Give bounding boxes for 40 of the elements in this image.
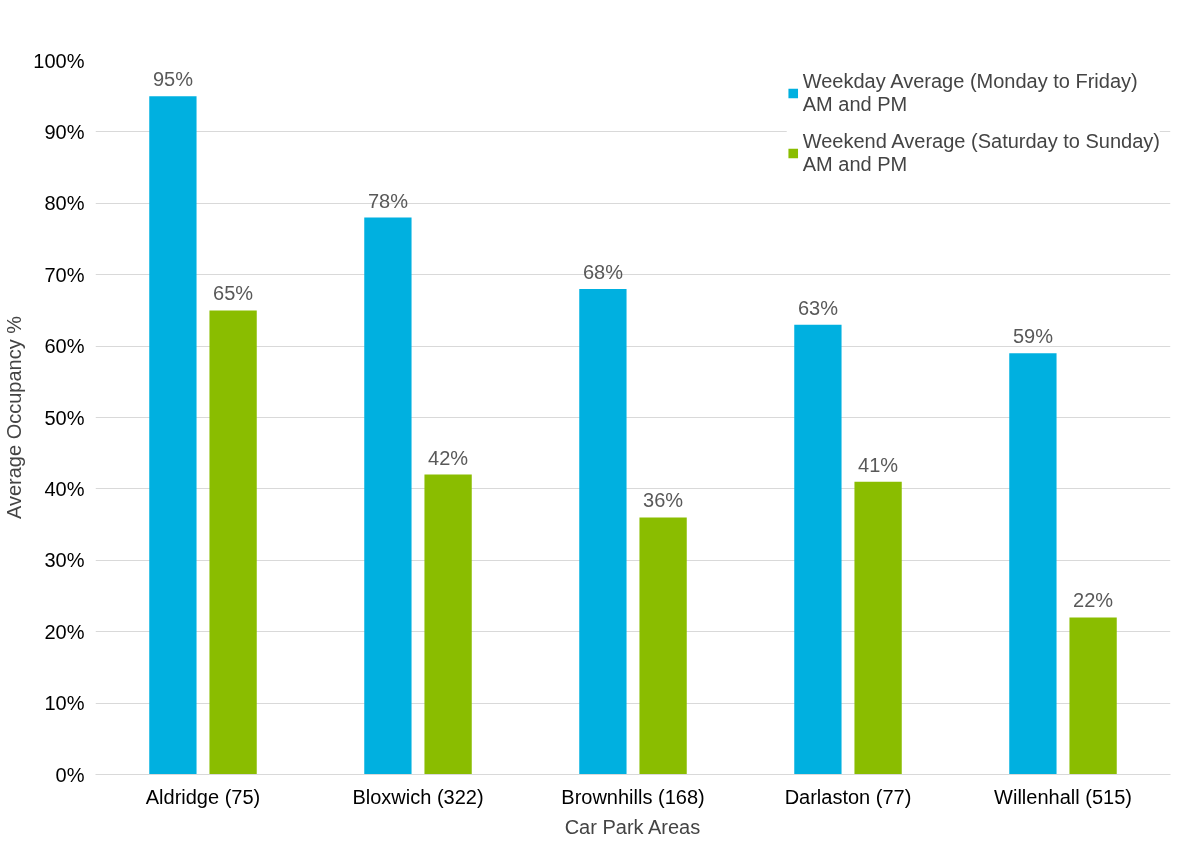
bar: [364, 217, 412, 775]
y-tick-label: 100%: [33, 49, 85, 72]
data-label: 63%: [797, 296, 839, 319]
data-label: 68%: [582, 260, 624, 283]
y-tick-label: 30%: [44, 549, 85, 572]
bar: [149, 96, 197, 775]
bar: [424, 474, 472, 775]
bar: [1009, 353, 1057, 775]
data-label: 65%: [213, 282, 254, 305]
y-tick-label: 20%: [44, 620, 85, 643]
y-tick-label: 10%: [44, 692, 85, 715]
bar: [639, 517, 687, 775]
x-tick-label: Darlaston (77): [784, 785, 912, 808]
data-label: 42%: [428, 446, 469, 469]
x-tick-label: Willenhall (515): [994, 785, 1132, 808]
x-tick-label: Bloxwich (322): [352, 785, 484, 808]
bar: [1069, 617, 1117, 775]
x-tick-label: Brownhills (168): [561, 785, 705, 808]
data-label: 78%: [367, 189, 409, 212]
y-tick-label: 50%: [44, 406, 85, 429]
y-tick-label: 70%: [44, 263, 85, 286]
y-tick-label: 0%: [55, 763, 85, 786]
y-tick-label: 60%: [44, 335, 85, 358]
legend-label: Weekday Average (Monday to Friday) AM and PM: [802, 70, 1138, 116]
bar: [794, 324, 842, 775]
bar: [209, 310, 257, 775]
data-label: 22%: [1073, 589, 1114, 612]
y-tick-label: 40%: [44, 477, 85, 500]
data-label: 95%: [152, 68, 194, 91]
x-tick-label: Aldridge (75): [145, 785, 261, 808]
data-label: 36%: [643, 489, 684, 512]
y-axis-title: Average Occupancy %: [3, 315, 26, 520]
x-axis-title: Car Park Areas: [564, 815, 701, 838]
y-tick-label: 80%: [44, 192, 85, 215]
bar: [854, 481, 902, 775]
bar: [579, 288, 627, 775]
legend-label: Weekend Average (Saturday to Sunday) AM and PM: [802, 130, 1160, 176]
y-tick-label: 90%: [44, 120, 85, 143]
data-label: 59%: [1012, 325, 1054, 348]
data-label: 41%: [858, 453, 899, 476]
